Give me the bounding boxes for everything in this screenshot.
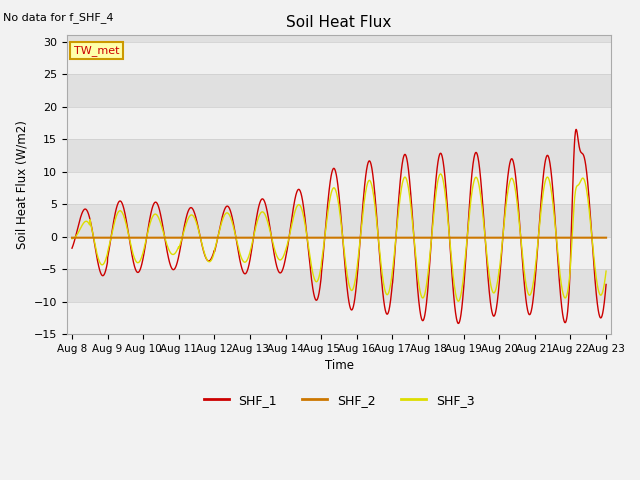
SHF_3	[273, 253, 280, 259]
SHF_2	[534, 235, 542, 240]
Bar	[67, 107, 611, 139]
Line: SHF_1: SHF_1	[72, 130, 606, 324]
Bar	[67, 42, 611, 74]
SHF_1	[68, 245, 76, 251]
Bar	[67, 237, 611, 269]
SHF_2	[68, 235, 76, 240]
SHF_3	[592, 273, 600, 278]
SHF_3	[534, 234, 542, 240]
SHF_1	[602, 282, 610, 288]
SHF_3	[436, 171, 444, 177]
SHF_3	[454, 298, 462, 304]
Title: Soil Heat Flux: Soil Heat Flux	[286, 15, 392, 30]
Bar	[67, 172, 611, 204]
SHF_2	[273, 235, 280, 240]
SHF_2	[602, 235, 610, 240]
SHF_1	[129, 257, 137, 263]
SHF_1	[273, 264, 280, 269]
SHF_3	[602, 268, 610, 274]
Line: SHF_3: SHF_3	[72, 174, 606, 301]
SHF_1	[296, 188, 304, 193]
Text: TW_met: TW_met	[74, 45, 119, 56]
SHF_2	[161, 235, 168, 240]
SHF_1	[454, 321, 462, 326]
SHF_3	[296, 203, 304, 208]
SHF_1	[534, 237, 542, 242]
SHF_3	[129, 251, 137, 256]
Bar	[67, 302, 611, 334]
SHF_3	[68, 236, 76, 241]
SHF_2	[296, 235, 304, 240]
X-axis label: Time: Time	[324, 360, 353, 372]
SHF_1	[572, 127, 580, 132]
SHF_2	[129, 235, 137, 240]
Legend: SHF_1, SHF_2, SHF_3: SHF_1, SHF_2, SHF_3	[198, 389, 479, 411]
SHF_1	[592, 288, 600, 293]
SHF_1	[161, 234, 168, 240]
Text: No data for f_SHF_4: No data for f_SHF_4	[3, 12, 114, 23]
Y-axis label: Soil Heat Flux (W/m2): Soil Heat Flux (W/m2)	[15, 120, 28, 249]
SHF_3	[161, 234, 168, 240]
SHF_2	[592, 235, 600, 240]
